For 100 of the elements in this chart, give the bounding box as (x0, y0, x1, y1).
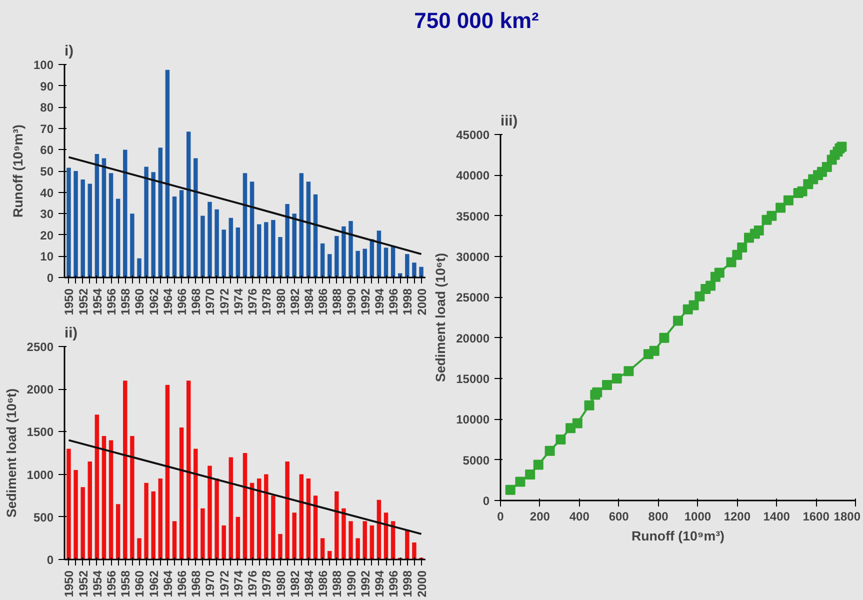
x-tick-label: 1968 (189, 288, 204, 316)
bar (186, 132, 191, 278)
y-tick-label: 100 (33, 58, 54, 72)
bar (66, 448, 71, 560)
x-tick-label: 1200 (724, 510, 751, 524)
bar (80, 487, 85, 560)
y-tick-label: 10 (40, 250, 54, 264)
x-tick-label: 1954 (90, 570, 104, 598)
y-tick-label: 35000 (456, 209, 490, 224)
point (515, 476, 526, 487)
x-tick-label: 1978 (260, 570, 274, 598)
point (706, 280, 716, 291)
bar (123, 380, 128, 560)
x-tick-label: 1968 (189, 570, 204, 598)
bar (200, 216, 205, 278)
bar (264, 222, 268, 278)
bar (102, 158, 106, 278)
x-tick-label: 1952 (76, 288, 90, 316)
bar (362, 248, 367, 278)
bar (299, 474, 304, 560)
point (673, 316, 683, 326)
y-tick-label: 40 (40, 186, 54, 200)
bar (271, 496, 276, 560)
y-tick-label: 500 (33, 510, 54, 524)
point (544, 446, 555, 456)
bar (144, 482, 148, 560)
bar (80, 180, 85, 278)
bar (74, 171, 78, 278)
y-tick-label: 2500 (26, 340, 54, 354)
y-axis-title: Runoff (10⁹m³) (10, 124, 26, 218)
bar (158, 148, 163, 278)
x-tick-label: 1950 (62, 570, 76, 598)
bar (74, 470, 78, 560)
point (584, 400, 594, 410)
y-tick-label: 20 (40, 228, 54, 242)
bar (271, 220, 276, 278)
bar (250, 482, 254, 560)
bar (376, 500, 382, 560)
bar (412, 262, 416, 278)
point (612, 374, 622, 384)
x-tick-label: 400 (569, 510, 590, 524)
bar (278, 237, 282, 278)
x-tick-label: 1986 (316, 288, 330, 316)
x-tick-label: 1992 (358, 570, 372, 598)
bar (222, 230, 226, 278)
bar (88, 184, 92, 278)
x-tick-label: 1972 (217, 570, 232, 598)
point (624, 366, 634, 376)
bar (342, 226, 346, 278)
point (659, 332, 670, 343)
bar (405, 530, 410, 560)
bar (194, 448, 198, 560)
bar (228, 218, 234, 278)
bar (256, 478, 262, 560)
x-tick-label: 1982 (288, 288, 302, 316)
bar (179, 427, 184, 560)
bar (66, 168, 71, 278)
bar (334, 236, 339, 278)
point (556, 434, 566, 444)
x-tick-label: 1956 (104, 570, 119, 598)
bar (144, 166, 148, 278)
x-tick-label: 1998 (400, 288, 415, 316)
bar (186, 380, 191, 560)
x-tick-label: 1966 (175, 288, 190, 316)
x-tick-label: 1400 (763, 510, 790, 524)
y-tick-label: 80 (40, 100, 54, 115)
bar (236, 227, 240, 278)
x-tick-label: 1988 (330, 570, 344, 598)
bar (228, 457, 234, 560)
bar (405, 254, 410, 278)
bar (151, 491, 156, 560)
bar (419, 266, 424, 278)
y-tick-label: 20000 (456, 331, 490, 346)
point (572, 418, 582, 428)
bar (158, 478, 163, 560)
bar (242, 173, 248, 278)
y-tick-label: 25000 (456, 290, 490, 305)
x-tick-label: 1972 (217, 288, 232, 316)
x-tick-label: 1992 (358, 288, 372, 316)
y-axis-title: Sediment load (10⁶t) (433, 252, 448, 382)
bar (370, 525, 374, 560)
bar (200, 508, 205, 560)
y-tick-label: 50 (40, 164, 54, 178)
bar (165, 384, 170, 560)
point (649, 346, 660, 356)
bar (137, 538, 142, 560)
point (797, 186, 808, 196)
x-tick-label: 200 (530, 510, 550, 524)
bar (151, 172, 156, 278)
y-tick-label: 2000 (26, 382, 54, 397)
y-tick-label: 70 (40, 122, 54, 136)
x-tick-label: 1994 (372, 570, 386, 598)
x-tick-label: 800 (648, 510, 669, 524)
x-tick-label: 1958 (118, 288, 133, 316)
bar (320, 538, 325, 560)
x-tick-label: 1984 (302, 288, 316, 316)
bar (285, 204, 290, 278)
x-tick-label: 600 (608, 510, 630, 524)
bar (327, 254, 332, 278)
bar (384, 248, 388, 278)
